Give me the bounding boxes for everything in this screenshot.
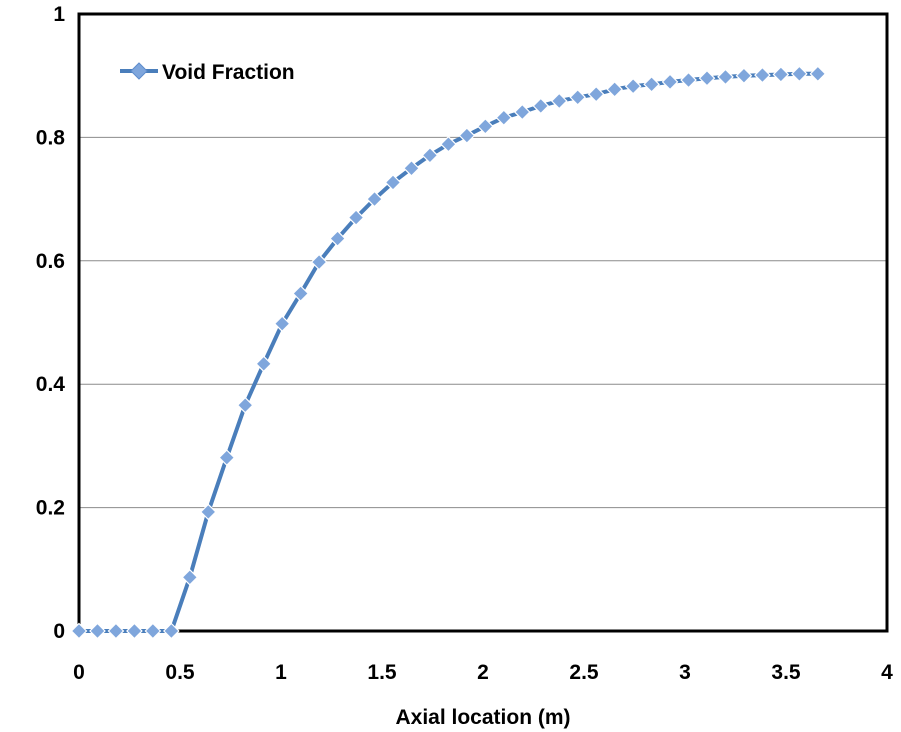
data-point-30 [624, 77, 642, 95]
data-point-21 [458, 127, 476, 144]
x-tick-label-6: 3 [679, 661, 691, 684]
data-point-40 [809, 65, 827, 83]
data-point-24 [513, 103, 531, 121]
data-point-23 [495, 109, 513, 127]
plot-area-frame [77, 12, 889, 633]
data-point-29 [606, 80, 623, 98]
data-point-5 [163, 622, 180, 640]
data-point-10 [255, 355, 273, 373]
data-point-38 [772, 66, 790, 83]
data-point-18 [403, 159, 420, 177]
data-point-9 [236, 396, 254, 414]
data-point-36 [735, 67, 753, 85]
data-point-0 [70, 622, 88, 640]
legend-label: Void Fraction [162, 61, 295, 84]
x-tick-label-1: 0.5 [165, 661, 195, 684]
x-tick-label-5: 2.5 [569, 661, 599, 684]
data-point-37 [754, 66, 771, 84]
data-point-33 [680, 71, 697, 89]
data-point-2 [107, 622, 125, 640]
x-tick-label-2: 1 [275, 661, 287, 684]
data-point-3 [126, 622, 143, 640]
data-point-25 [532, 97, 550, 115]
data-point-4 [144, 622, 162, 640]
data-point-27 [569, 88, 587, 106]
y-tick-label-2: 0.4 [36, 373, 66, 396]
y-tick-label-3: 0.6 [36, 250, 65, 273]
x-tick-label-7: 3.5 [771, 661, 801, 684]
data-point-19 [421, 146, 439, 164]
data-point-34 [698, 69, 716, 87]
data-point-1 [89, 622, 106, 640]
data-point-28 [587, 85, 605, 103]
y-tick-label-4: 0.8 [36, 126, 66, 149]
data-point-13 [310, 253, 328, 271]
x-axis-title: Axial location (m) [395, 706, 570, 729]
data-point-39 [791, 65, 808, 83]
tick-labels: 0 0.2 0.4 0.6 0.8 1 0 0.5 1 1.5 2 2.5 3 3.5 4 [36, 3, 893, 684]
y-tick-label-0: 0 [53, 620, 65, 643]
data-point-8 [218, 449, 236, 466]
data-point-14 [329, 230, 346, 247]
x-tick-label-3: 1.5 [367, 661, 397, 684]
data-point-7 [199, 503, 217, 521]
series-line-0 [79, 71, 818, 633]
x-tick-label-8: 4 [881, 661, 893, 684]
data-point-15 [347, 209, 365, 226]
data-point-17 [384, 174, 402, 191]
x-tick-label-4: 2 [477, 661, 489, 684]
series-layer [70, 65, 827, 640]
legend-diamond-marker [130, 62, 148, 80]
gridlines [79, 136, 887, 509]
data-point-6 [181, 568, 199, 586]
data-point-16 [366, 190, 383, 208]
data-point-26 [550, 92, 568, 110]
y-tick-label-5: 1 [53, 3, 65, 26]
data-point-22 [476, 117, 494, 135]
data-point-11 [273, 315, 291, 333]
data-point-20 [440, 135, 457, 153]
data-point-35 [717, 68, 734, 86]
y-tick-label-1: 0.2 [36, 497, 65, 520]
data-point-32 [661, 73, 679, 91]
x-tick-label-0: 0 [73, 661, 85, 684]
data-point-31 [643, 75, 660, 93]
data-point-12 [292, 285, 309, 302]
legend: Void Fraction [120, 61, 295, 84]
